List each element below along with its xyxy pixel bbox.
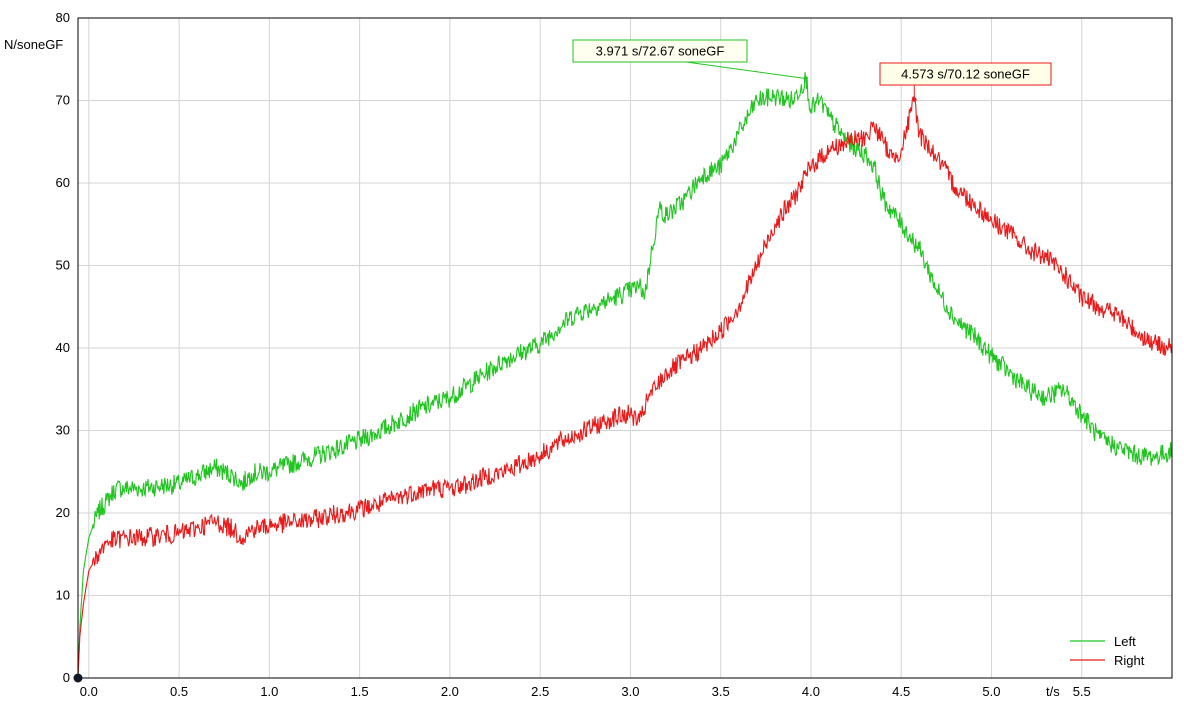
- y-axis-label: N/soneGF: [4, 37, 63, 52]
- y-tick-label: 30: [56, 423, 70, 438]
- y-tick-label: 0: [63, 670, 70, 685]
- series-layer: [78, 72, 1172, 678]
- peak-point: [804, 76, 808, 80]
- y-tick-label: 40: [56, 340, 70, 355]
- x-tick-label: 5.0: [982, 684, 1000, 699]
- peak-point: [912, 97, 916, 101]
- grid: [78, 18, 1172, 678]
- y-tick-label: 60: [56, 175, 70, 190]
- peak-annotations: 3.971 s/72.67 soneGF 4.573 s/70.12 soneGF: [573, 40, 1051, 102]
- y-axis-ticks: 0 10 20 30 40 50 60 70 80: [56, 10, 70, 685]
- y-tick-label: 20: [56, 505, 70, 520]
- x-axis-label: t/s: [1046, 684, 1060, 699]
- x-tick-label: 1.5: [351, 684, 369, 699]
- legend-item-left: Left: [1070, 634, 1136, 649]
- legend-label: Left: [1114, 634, 1136, 649]
- x-tick-label: 4.0: [802, 684, 820, 699]
- legend: Left Right: [1070, 634, 1145, 668]
- legend-item-right: Right: [1070, 653, 1145, 668]
- peak-annotation-right: 4.573 s/70.12 soneGF: [880, 63, 1051, 102]
- origin-marker: [74, 674, 83, 683]
- x-tick-label: 3.5: [712, 684, 730, 699]
- y-tick-label: 70: [56, 93, 70, 108]
- x-tick-label: 0.5: [170, 684, 188, 699]
- y-tick-label: 50: [56, 258, 70, 273]
- series-line-left: [78, 72, 1172, 678]
- annotation-leader: [686, 62, 806, 78]
- x-tick-label: 2.5: [531, 684, 549, 699]
- peak-annotation-left: 3.971 s/72.67 soneGF: [573, 40, 808, 81]
- series-line-right: [78, 97, 1172, 678]
- x-tick-label: 5.5: [1073, 684, 1091, 699]
- y-tick-label: 80: [56, 10, 70, 25]
- x-tick-label: 1.0: [260, 684, 278, 699]
- annotation-label: 4.573 s/70.12 soneGF: [901, 67, 1030, 82]
- x-tick-label: 4.5: [892, 684, 910, 699]
- x-tick-label: 2.0: [441, 684, 459, 699]
- x-axis-ticks: 0.0 0.5 1.0 1.5 2.0 2.5 3.0 3.5 4.0 4.5 5.0 5.5: [80, 684, 1091, 699]
- legend-label: Right: [1114, 653, 1145, 668]
- x-tick-label: 0.0: [80, 684, 98, 699]
- x-tick-label: 3.0: [621, 684, 639, 699]
- annotation-label: 3.971 s/72.67 soneGF: [596, 44, 725, 59]
- y-tick-label: 10: [56, 588, 70, 603]
